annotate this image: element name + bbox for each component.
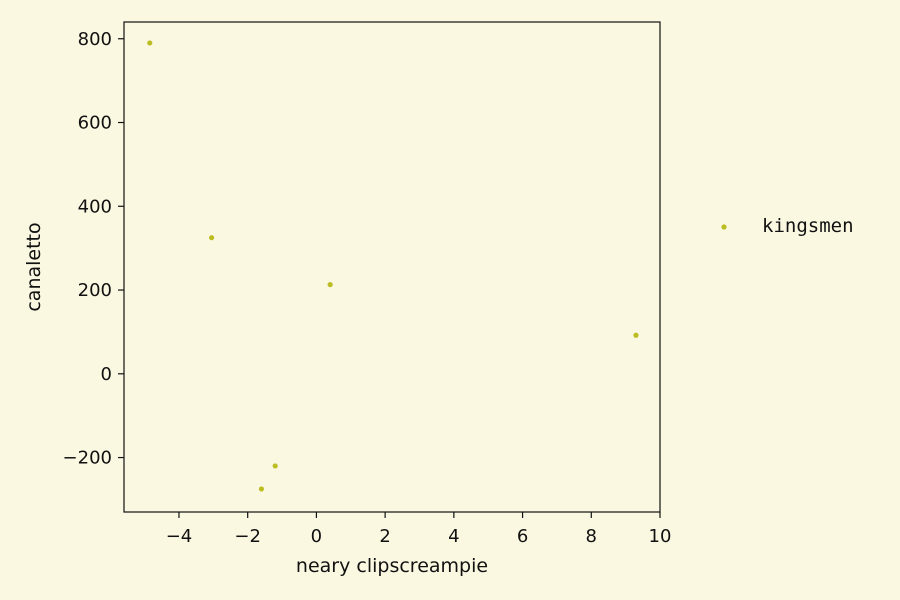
data-point	[209, 235, 215, 241]
x-tick-label: −4	[166, 526, 193, 547]
x-tick-label: 6	[517, 526, 528, 547]
y-tick-label: 800	[78, 29, 112, 50]
x-tick-label: 8	[586, 526, 597, 547]
x-tick-label: −2	[234, 526, 261, 547]
y-tick-label: 400	[78, 196, 112, 217]
y-axis-ticks: −200 0 200 400 600 800	[63, 29, 124, 469]
legend-marker	[721, 224, 727, 230]
plot-frame	[123, 21, 661, 513]
x-axis-label: neary clipscreampie	[296, 555, 488, 577]
plot-area: −4 −2 0 2 4 6 8 10 −200 0 200 400 600 800	[63, 21, 672, 547]
y-tick-label: 600	[78, 113, 112, 134]
data-point	[258, 486, 265, 492]
data-point	[272, 463, 278, 469]
y-tick-label: 0	[101, 364, 112, 385]
x-tick-label: 0	[311, 526, 322, 547]
x-axis-ticks: −4 −2 0 2 4 6 8 10	[166, 512, 672, 547]
y-tick-label: 200	[78, 280, 112, 301]
y-axis-label: canaletto	[23, 222, 45, 311]
data-point	[633, 332, 639, 338]
legend: kingsmen	[721, 215, 854, 237]
x-tick-label: 10	[649, 526, 672, 547]
data-points	[147, 40, 639, 492]
x-tick-label: 2	[379, 526, 390, 547]
data-point	[327, 281, 333, 288]
legend-label-kingsmen: kingsmen	[762, 215, 854, 237]
x-tick-label: 4	[448, 526, 459, 547]
y-tick-label: −200	[63, 448, 112, 469]
data-point	[147, 40, 153, 46]
